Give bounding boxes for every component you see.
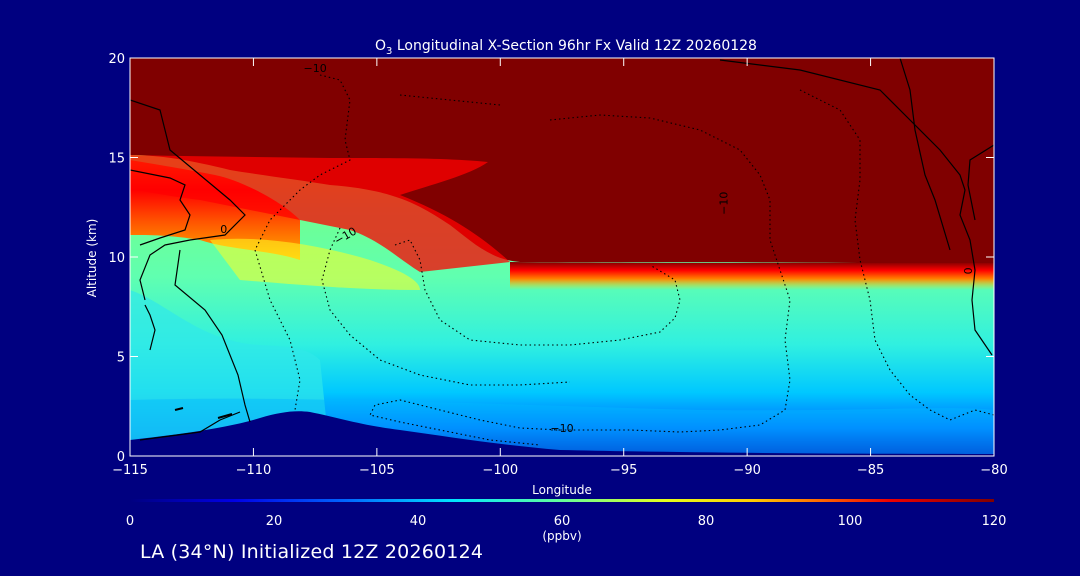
terrain-markers <box>174 407 233 419</box>
terrain-marker-2 <box>217 413 233 419</box>
title-subscript: 3 <box>386 46 392 57</box>
colorbar-ticks: 0 20 40 60 80 100 120 <box>126 514 1007 529</box>
contour-neg10-west <box>254 74 351 411</box>
colorbar-tick-label: 100 <box>838 514 863 529</box>
contour-zero-terrain <box>139 411 241 441</box>
footer-caption: LA (34°N) Initialized 12Z 20260124 <box>140 541 484 563</box>
contours-dotted <box>254 74 994 446</box>
y-tick-label: 10 <box>108 251 125 266</box>
svg-text:O3 Longitudinal X-Section 96hr: O3 Longitudinal X-Section 96hr Fx Valid … <box>375 38 757 57</box>
colorbar-tick-label: 0 <box>126 514 134 529</box>
contour-zero-west-inner <box>130 169 191 246</box>
x-tick-label: −90 <box>733 463 760 478</box>
x-tick-label: −95 <box>610 463 637 478</box>
colorbar-tick-label: 60 <box>554 514 571 529</box>
y-tick-label: 5 <box>117 351 125 366</box>
x-tick-label: −80 <box>980 463 1007 478</box>
x-tick-label: −100 <box>482 463 518 478</box>
x-tick-label: −110 <box>236 463 272 478</box>
terrain-marker-1 <box>174 407 184 411</box>
title-main: O <box>375 38 386 54</box>
stratosphere-field <box>130 58 994 265</box>
title-rest: Longitudinal X-Section 96hr Fx Valid 12Z… <box>392 38 757 54</box>
west-tropopause-fold <box>130 155 510 272</box>
tropopause-gradient <box>510 262 994 290</box>
upper-troposphere-yellow <box>210 238 420 290</box>
x-tick-label: −115 <box>112 463 148 478</box>
colorbar-tick-label: 20 <box>266 514 283 529</box>
contour-zero-west-low <box>174 249 251 423</box>
contour-label: 0 <box>962 267 975 274</box>
terrain <box>130 411 994 456</box>
y-axis-label: Altitude (km) <box>85 219 99 298</box>
x-axis: −115 −110 −105 −100 −95 −90 −85 −80 <box>112 58 1008 478</box>
contour-zero-east-inner <box>899 58 951 251</box>
colorbar-tick-label: 120 <box>982 514 1007 529</box>
contour-zero-east-edge <box>967 144 994 221</box>
contour-label: 0 <box>220 223 227 236</box>
plot-area: −100 −10−10−100 <box>130 58 994 456</box>
chart-title: O3 Longitudinal X-Section 96hr Fx Valid … <box>375 38 757 57</box>
contour-zero-west-small <box>144 304 156 351</box>
contour-label: −10 <box>304 62 327 75</box>
contour-zero-east <box>719 59 993 356</box>
y-tick-label: 0 <box>117 450 125 465</box>
contour-label: −10 <box>550 422 573 435</box>
colorbar-tick-label: 80 <box>698 514 715 529</box>
y-tick-label: 15 <box>108 152 125 167</box>
contours-solid <box>130 58 994 441</box>
y-tick-label: 20 <box>108 52 125 67</box>
contour-neg10-low <box>369 399 561 446</box>
colorbar-unit: (ppbv) <box>542 529 581 543</box>
x-tick-label: −105 <box>359 463 395 478</box>
colorbar-tick-label: 40 <box>410 514 427 529</box>
contour-neg10-top <box>399 94 501 106</box>
x-axis-label: Longitude <box>532 483 592 497</box>
contour-label: −10 <box>717 192 730 215</box>
contour-zero-west <box>130 99 246 301</box>
x-tick-label: −85 <box>857 463 884 478</box>
colorbar <box>130 499 994 502</box>
contour-neg10-far-east <box>799 89 994 421</box>
contour-neg10-inner <box>394 239 681 346</box>
y-axis: 0 5 10 15 20 <box>108 52 994 465</box>
